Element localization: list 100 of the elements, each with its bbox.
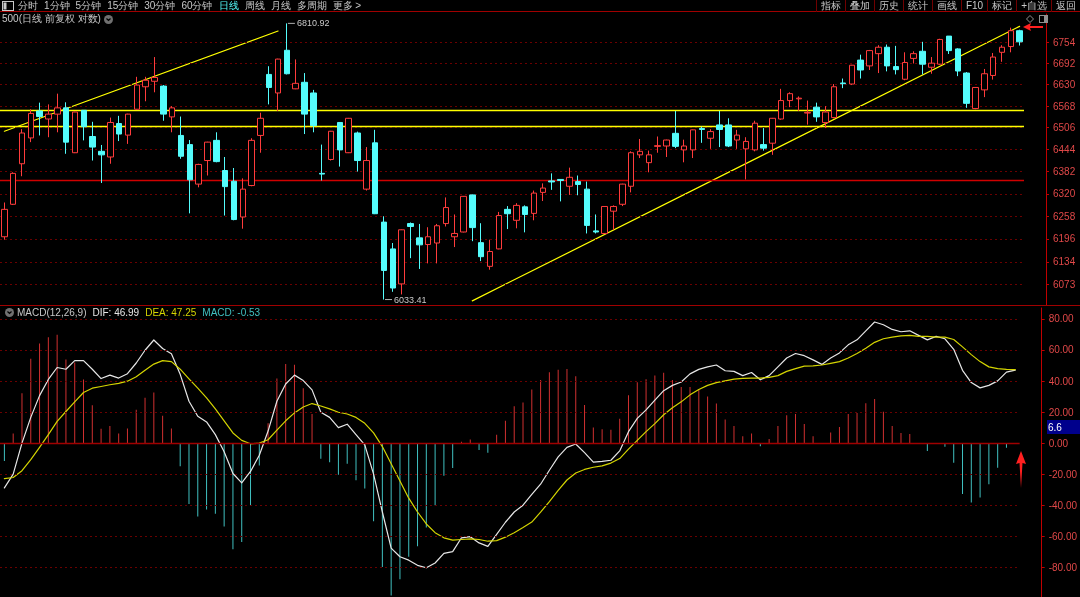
candlestick <box>831 83 837 119</box>
candlestick <box>725 117 732 148</box>
candlestick <box>778 88 784 121</box>
candlestick <box>593 213 599 234</box>
text: 画线 <box>931 0 961 12</box>
candlestick <box>248 137 255 187</box>
candlestick <box>36 102 43 136</box>
candlestick <box>390 242 396 293</box>
text: 15分钟 <box>107 0 139 12</box>
candlestick <box>354 131 361 173</box>
candlestick <box>752 120 758 152</box>
text: 30分钟 <box>144 0 176 12</box>
candlestick <box>416 223 423 270</box>
candlestick <box>169 105 175 133</box>
line-series <box>3 321 1016 569</box>
candlestick <box>999 44 1005 63</box>
candlestick <box>407 221 414 259</box>
y-tick-label: -80.00 <box>1048 561 1078 573</box>
candlestick <box>672 110 679 149</box>
text: 指标 <box>815 0 845 12</box>
candlestick <box>646 150 652 173</box>
text: 1分钟 <box>44 0 70 12</box>
candlestick <box>398 228 405 295</box>
candlestick <box>213 131 220 163</box>
text: 更多 > <box>332 0 362 12</box>
y-tick-label: 80.00 <box>1048 313 1075 325</box>
candlestick <box>275 58 281 112</box>
candlestick <box>240 177 246 230</box>
candlestick <box>734 129 740 150</box>
candlestick <box>875 44 882 74</box>
candlestick <box>760 127 767 152</box>
text: 统计 <box>902 0 932 12</box>
candlestick <box>45 103 52 138</box>
candlestick <box>522 204 528 233</box>
candlestick <box>902 51 908 81</box>
candlestick <box>1016 29 1023 47</box>
y-tick-label: 6134 <box>1053 256 1076 268</box>
candlestick <box>531 190 537 221</box>
candlestick <box>10 171 16 206</box>
candlestick <box>787 91 793 108</box>
candlestick <box>919 41 926 75</box>
candlestick <box>893 45 899 75</box>
chart-title: 500(日线 前复权 对数) <box>2 12 101 26</box>
y-tick-label: -20.00 <box>1048 468 1078 480</box>
candlestick <box>443 196 449 227</box>
candlestick <box>955 47 961 77</box>
chart-title: MACD(12,26,9) <box>17 306 87 318</box>
text: 标记 <box>987 0 1017 12</box>
y-tick-label: 6320 <box>1053 188 1076 200</box>
candlestick <box>654 136 661 154</box>
candlestick <box>310 89 317 133</box>
candlestick <box>822 105 829 129</box>
candlestick <box>487 239 493 271</box>
candlestick <box>160 84 167 122</box>
candlestick <box>28 108 34 143</box>
text: 周线 <box>244 0 265 12</box>
line-series <box>3 334 1016 542</box>
y-tick-label: 6568 <box>1053 100 1076 112</box>
candlestick <box>328 130 334 162</box>
y-tick-label: 6382 <box>1053 166 1076 178</box>
candlestick <box>204 141 211 177</box>
candlestick <box>451 213 458 248</box>
candlestick <box>575 175 581 196</box>
candlestick <box>857 54 864 80</box>
candlestick <box>231 167 237 221</box>
text: 月线 <box>270 0 291 12</box>
y-tick-label: 6073 <box>1053 279 1076 291</box>
candlestick <box>769 117 776 156</box>
candlestick <box>187 139 193 214</box>
candlestick <box>972 86 979 110</box>
annotation: 6033.41 <box>394 294 427 305</box>
candlestick <box>981 68 988 98</box>
y-tick-label: -40.00 <box>1048 499 1078 511</box>
text: 分时 <box>18 0 38 12</box>
y-tick-label: 6506 <box>1053 122 1076 134</box>
candlestick <box>1008 27 1014 53</box>
candlestick <box>178 116 184 160</box>
candlestick <box>292 58 299 90</box>
text: 日线 <box>218 0 239 12</box>
candlestick <box>345 117 352 154</box>
text: DIF: 46.99 <box>92 306 140 318</box>
candlestick <box>496 211 502 250</box>
candlestick <box>513 202 520 229</box>
y-tick-label: 6258 <box>1053 210 1076 222</box>
candlestick <box>910 50 917 65</box>
candlestick <box>610 204 617 231</box>
text: 5分钟 <box>75 0 102 12</box>
candlestick <box>540 182 546 202</box>
candlestick <box>884 44 890 72</box>
candlestick <box>707 128 714 150</box>
text: 返回 <box>1051 0 1080 12</box>
candlestick <box>266 65 272 105</box>
candlestick <box>699 126 705 144</box>
candlestick <box>89 121 96 162</box>
candlestick <box>716 110 723 148</box>
candlestick <box>134 76 140 111</box>
candlestick <box>849 64 855 86</box>
candlestick <box>990 52 996 81</box>
candlestick <box>796 95 802 112</box>
candlestick <box>381 215 387 301</box>
